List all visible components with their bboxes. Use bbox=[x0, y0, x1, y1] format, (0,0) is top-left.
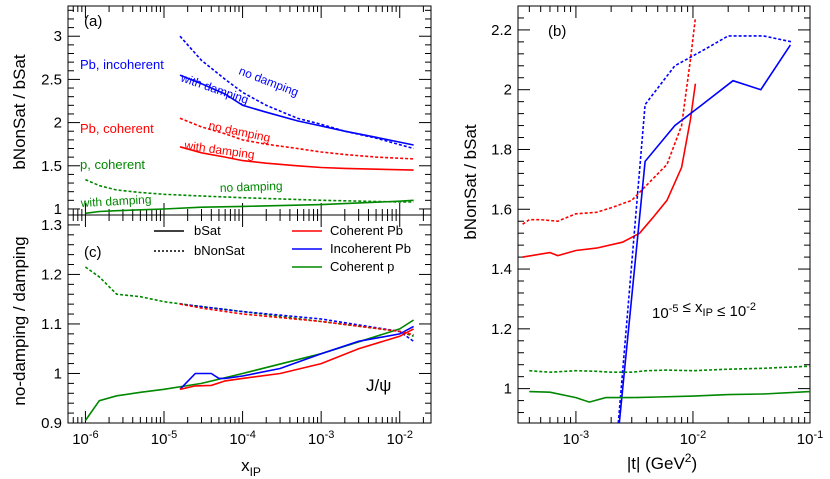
panel-b-label: (b) bbox=[548, 23, 566, 40]
y-tick-label: 3 bbox=[54, 28, 62, 45]
annotation-p-coherent: p, coherent bbox=[80, 157, 145, 172]
y-tick-label: 2 bbox=[54, 115, 62, 132]
series-line-pb-incoherent-with-damping bbox=[179, 74, 414, 146]
annotation-p-coherent-with-damping: with damping bbox=[79, 192, 151, 210]
x-tick-label: 10-4 bbox=[229, 429, 255, 448]
y-tick-label: 1.6 bbox=[491, 201, 512, 218]
legend-label-coherent-pb: Coherent Pb bbox=[330, 223, 403, 238]
y-tick-label: 1 bbox=[54, 201, 62, 218]
panel-b-frame bbox=[517, 5, 811, 424]
annotation-jpsi: J/ψ bbox=[366, 376, 391, 395]
x-tick-label: 10-2 bbox=[386, 429, 412, 448]
panel-c-legend: bSat bNonSat Coherent Pb Incoherent Pb C… bbox=[154, 223, 411, 274]
panel-c-ticks: 10-6 10-5 10-4 10-3 10-2 0.9 1 1.1 1.2 1.3 bbox=[41, 214, 431, 448]
panel-a-ticks: 1 1.5 2 2.5 3 bbox=[41, 6, 431, 218]
series-line-coherent-pb-bsat bbox=[179, 328, 414, 391]
panel-a-label: (a) bbox=[84, 13, 102, 30]
legend-label-coherent-p: Coherent p bbox=[330, 259, 394, 274]
y-tick-label: 0.9 bbox=[41, 415, 62, 432]
x-tick-label: 10-3 bbox=[563, 429, 589, 448]
series-line-incoherent-pb-bnonsat bbox=[179, 303, 415, 342]
y-tick-label: 1.1 bbox=[41, 316, 62, 333]
panel-c-ylabel: no-damping / damping bbox=[10, 236, 29, 405]
panel-a-series bbox=[85, 35, 414, 215]
panel-c-frame bbox=[67, 214, 432, 424]
annotation-pb-coherent-no-damping: no damping bbox=[207, 118, 271, 145]
panel-b-ticks: 10-3 10-2 10-1 1 1.2 1.4 1.6 1.8 2 2.2 bbox=[491, 5, 823, 448]
series-line-coherent-pb-bsat bbox=[522, 83, 697, 258]
series-line-incoherent-pb-bsat bbox=[618, 44, 792, 423]
y-tick-label: 1.3 bbox=[41, 217, 62, 234]
series-line-coherent-p-bsat bbox=[529, 390, 810, 403]
x-tick-label: 10-1 bbox=[797, 429, 823, 448]
legend-label-incoherent-pb: Incoherent Pb bbox=[330, 241, 411, 256]
y-tick-label: 1.5 bbox=[41, 158, 62, 175]
series-line-p-coherent-no-damping bbox=[85, 178, 414, 203]
x-tick-label: 10-5 bbox=[151, 429, 177, 448]
y-tick-label: 2 bbox=[504, 82, 512, 99]
annotation-p-coherent-no-damping: no damping bbox=[220, 179, 283, 195]
annotation-pb-incoherent: Pb, incoherent bbox=[80, 57, 164, 72]
annotation-xip-range: 10-5 ≤ xIP ≤ 10-2 bbox=[652, 299, 756, 322]
panel-c-series bbox=[84, 266, 415, 421]
annotation-pb-coherent: Pb, coherent bbox=[80, 121, 154, 136]
series-line-incoherent-pb-bnonsat bbox=[617, 35, 793, 423]
y-tick-label: 1.8 bbox=[491, 141, 512, 158]
y-tick-label: 1 bbox=[504, 381, 512, 398]
y-tick-label: 1 bbox=[54, 365, 62, 382]
series-line-pb-coherent-with-damping bbox=[179, 146, 414, 171]
panel-c-xlabel: xIP bbox=[241, 456, 261, 479]
x-tick-label: 10-2 bbox=[680, 429, 706, 448]
legend-label-bsat: bSat bbox=[194, 223, 221, 238]
panel-b-ylabel: bNonSat / bSat bbox=[461, 124, 480, 240]
legend-label-bnonsat: bNonSat bbox=[194, 243, 245, 258]
y-tick-label: 2.5 bbox=[41, 71, 62, 88]
annotation-pb-coherent-with-damping: with damping bbox=[183, 138, 256, 162]
x-tick-label: 10-6 bbox=[72, 429, 98, 448]
panel-c-label: (c) bbox=[84, 244, 102, 261]
y-tick-label: 1.2 bbox=[491, 321, 512, 338]
series-line-coherent-p-bsat bbox=[84, 319, 415, 421]
series-line-coherent-pb-bnonsat bbox=[179, 303, 414, 336]
series-line-coherent-pb-bnonsat bbox=[522, 17, 697, 225]
y-tick-label: 2.2 bbox=[491, 22, 512, 39]
y-tick-label: 1.4 bbox=[491, 261, 512, 278]
panel-b-series bbox=[522, 17, 810, 423]
series-line-p-coherent-with-damping bbox=[85, 199, 414, 215]
series-line-pb-coherent-no-damping bbox=[179, 117, 414, 160]
y-tick-label: 1.2 bbox=[41, 266, 62, 283]
panel-a-ylabel: bNonSat / bSat bbox=[10, 54, 29, 170]
series-line-coherent-p-bnonsat bbox=[529, 365, 810, 374]
x-tick-label: 10-3 bbox=[308, 429, 334, 448]
panel-b-xlabel: |t| (GeV2) bbox=[627, 451, 697, 473]
series-line-incoherent-pb-bsat bbox=[179, 325, 414, 390]
